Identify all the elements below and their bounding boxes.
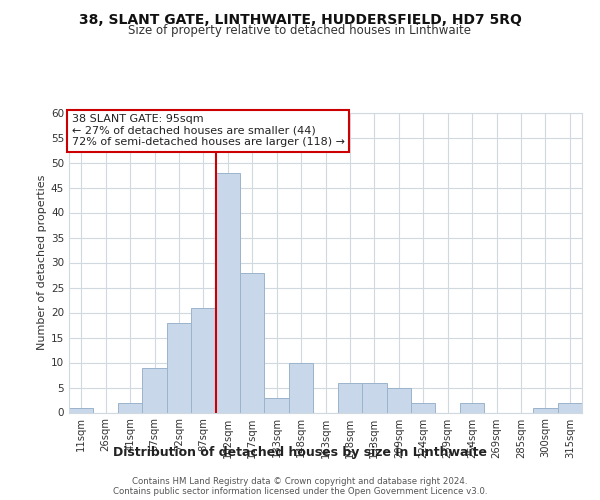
Bar	[215, 172, 240, 412]
Text: 38 SLANT GATE: 95sqm
← 27% of detached houses are smaller (44)
72% of semi-detac: 38 SLANT GATE: 95sqm ← 27% of detached h…	[71, 114, 344, 147]
Bar	[460, 402, 484, 412]
Text: Distribution of detached houses by size in Linthwaite: Distribution of detached houses by size …	[113, 446, 487, 459]
Bar	[533, 408, 557, 412]
Bar	[557, 402, 582, 412]
Bar	[69, 408, 94, 412]
Text: Contains HM Land Registry data © Crown copyright and database right 2024.: Contains HM Land Registry data © Crown c…	[132, 476, 468, 486]
Text: Contains public sector information licensed under the Open Government Licence v3: Contains public sector information licen…	[113, 486, 487, 496]
Bar	[386, 388, 411, 412]
Bar	[118, 402, 142, 412]
Bar	[167, 322, 191, 412]
Bar	[142, 368, 167, 412]
Text: 38, SLANT GATE, LINTHWAITE, HUDDERSFIELD, HD7 5RQ: 38, SLANT GATE, LINTHWAITE, HUDDERSFIELD…	[79, 12, 521, 26]
Text: Size of property relative to detached houses in Linthwaite: Size of property relative to detached ho…	[128, 24, 472, 37]
Bar	[240, 272, 265, 412]
Bar	[265, 398, 289, 412]
Bar	[191, 308, 215, 412]
Bar	[338, 382, 362, 412]
Bar	[362, 382, 386, 412]
Bar	[289, 362, 313, 412]
Bar	[411, 402, 436, 412]
Y-axis label: Number of detached properties: Number of detached properties	[37, 175, 47, 350]
